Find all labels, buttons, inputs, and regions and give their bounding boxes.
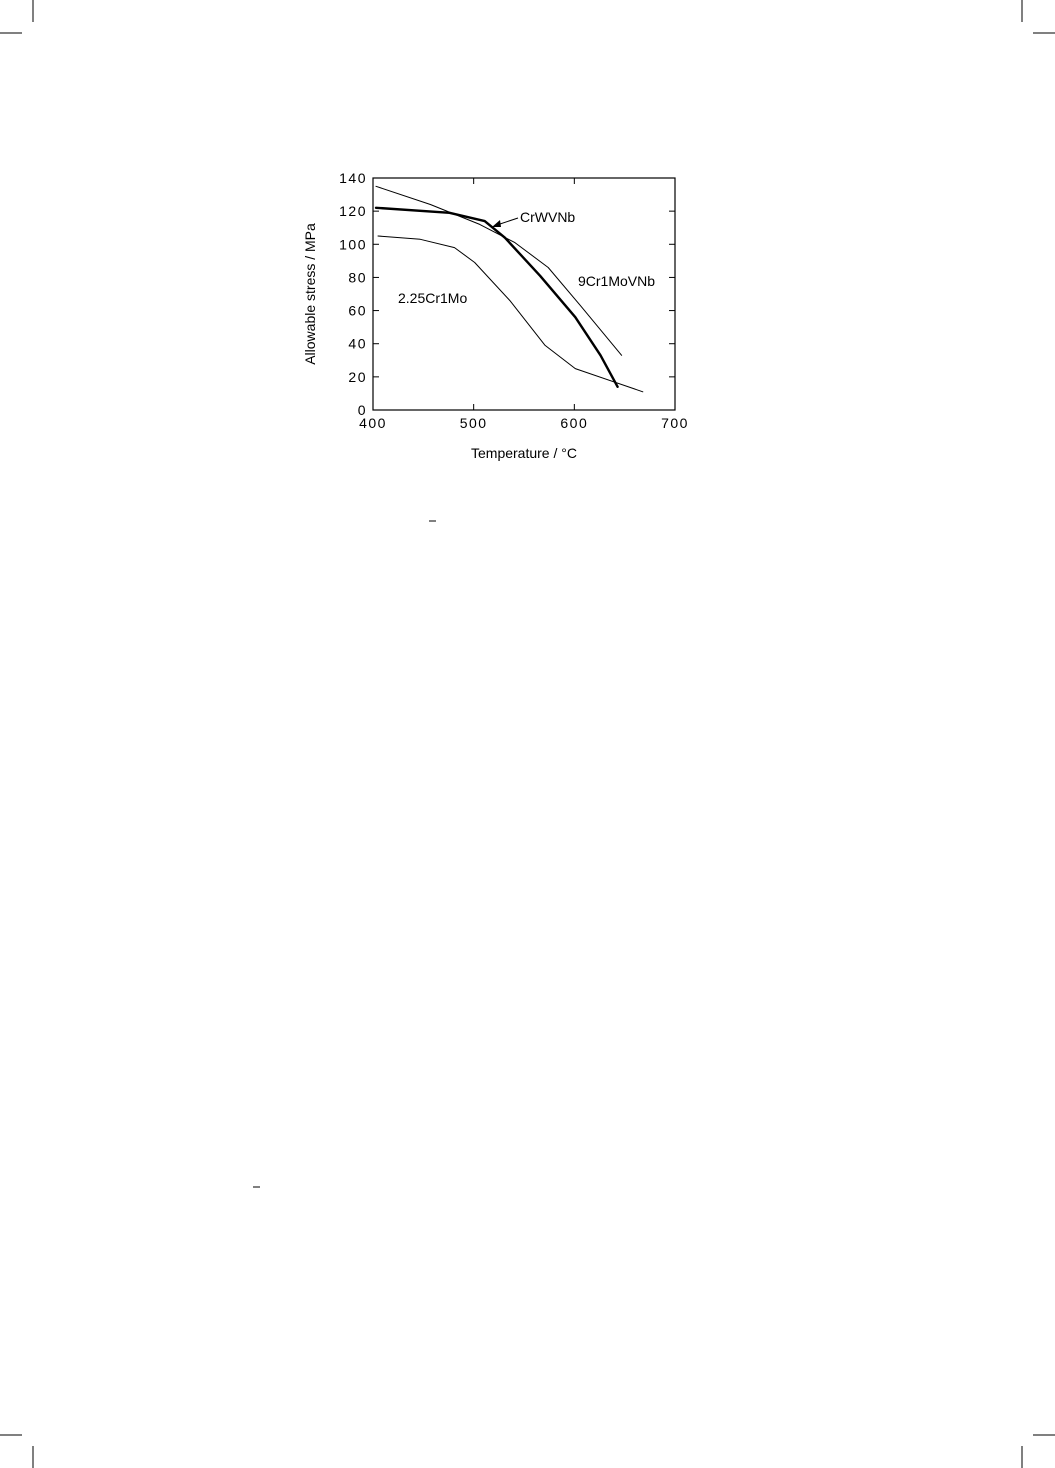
series-line bbox=[375, 185, 623, 356]
y-tick-label: 140 bbox=[339, 170, 367, 186]
y-tick-label: 80 bbox=[348, 269, 367, 285]
x-tick-label: 700 bbox=[661, 415, 689, 431]
series-label: CrWVNb bbox=[520, 209, 575, 225]
series-line bbox=[377, 235, 644, 393]
x-tick-label: 400 bbox=[359, 415, 387, 431]
plot-frame bbox=[372, 177, 676, 411]
series-label: 2.25Cr1Mo bbox=[398, 290, 467, 306]
y-tick-label: 20 bbox=[348, 369, 367, 385]
series-label: 9Cr1MoVNb bbox=[578, 273, 655, 289]
x-tick-label: 500 bbox=[460, 415, 488, 431]
y-tick-label: 100 bbox=[339, 236, 367, 252]
y-tick-label: 60 bbox=[348, 303, 367, 319]
annotation-arrowhead bbox=[492, 220, 501, 227]
y-tick-label: 120 bbox=[339, 203, 367, 219]
x-axis-label: Temperature / °C bbox=[471, 445, 577, 461]
y-tick-label: 40 bbox=[348, 336, 367, 352]
plot: 0 20 40 60 80 100 120 140 400 500 600 700 bbox=[339, 170, 689, 431]
x-tick-label: 600 bbox=[560, 415, 588, 431]
y-axis-label: Allowable stress / MPa bbox=[302, 223, 318, 365]
series-line bbox=[374, 206, 619, 388]
y-tick-label: 0 bbox=[358, 402, 367, 418]
